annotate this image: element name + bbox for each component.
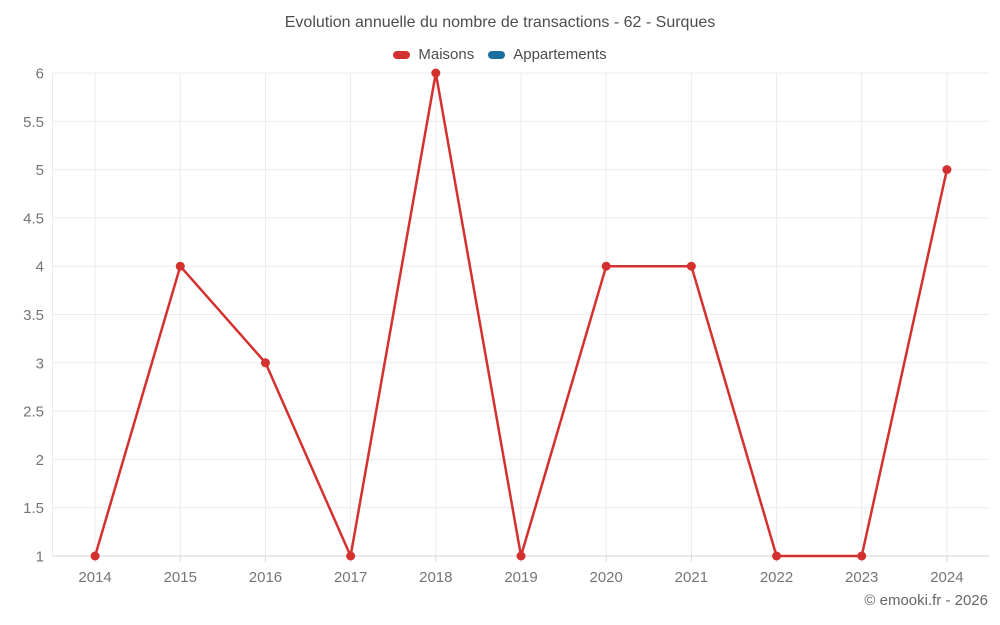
- chart-legend: Maisons Appartements: [0, 46, 1000, 63]
- data-point-maisons: [942, 165, 952, 175]
- legend-label: Maisons: [418, 46, 475, 63]
- legend-item-appartements[interactable]: Appartements: [488, 46, 607, 63]
- data-point-maisons: [346, 551, 356, 561]
- data-point-maisons: [601, 261, 611, 271]
- legend-item-maisons[interactable]: Maisons: [393, 46, 474, 63]
- x-tick-label: 2017: [334, 569, 367, 586]
- legend-label: Appartements: [513, 46, 607, 63]
- legend-swatch-maisons: [393, 50, 411, 59]
- x-tick-label: 2022: [760, 569, 793, 586]
- y-tick-label: 4.5: [23, 210, 44, 227]
- x-tick-label: 2015: [164, 569, 197, 586]
- y-tick-label: 3: [36, 355, 44, 372]
- x-tick-label: 2023: [845, 569, 878, 586]
- y-tick-label: 2: [36, 452, 44, 469]
- data-point-maisons: [516, 551, 526, 561]
- x-tick-label: 2014: [78, 569, 111, 586]
- y-tick-label: 1.5: [23, 500, 44, 517]
- y-tick-label: 4: [36, 259, 44, 276]
- x-tick-label: 2019: [504, 569, 537, 586]
- x-tick-label: 2018: [419, 569, 452, 586]
- x-tick-label: 2021: [675, 569, 708, 586]
- data-point-maisons: [772, 551, 782, 561]
- x-tick-label: 2016: [249, 569, 282, 586]
- x-tick-label: 2024: [930, 569, 963, 586]
- chart-title: Evolution annuelle du nombre de transact…: [284, 14, 716, 31]
- legend-swatch-appartements: [488, 50, 506, 59]
- data-point-maisons: [260, 358, 270, 368]
- data-point-maisons: [857, 551, 867, 561]
- y-tick-label: 2.5: [23, 404, 44, 421]
- data-point-maisons: [175, 261, 185, 271]
- copyright-text: © emooki.fr - 2026: [864, 592, 988, 609]
- x-tick-label: 2020: [589, 569, 622, 586]
- data-point-maisons: [686, 261, 696, 271]
- y-tick-label: 3.5: [23, 307, 44, 324]
- data-point-maisons: [90, 551, 100, 561]
- y-tick-label: 1: [36, 549, 44, 566]
- y-tick-label: 5: [36, 162, 44, 179]
- data-point-maisons: [431, 68, 441, 78]
- y-tick-label: 6: [36, 66, 44, 83]
- y-tick-label: 5.5: [23, 114, 44, 131]
